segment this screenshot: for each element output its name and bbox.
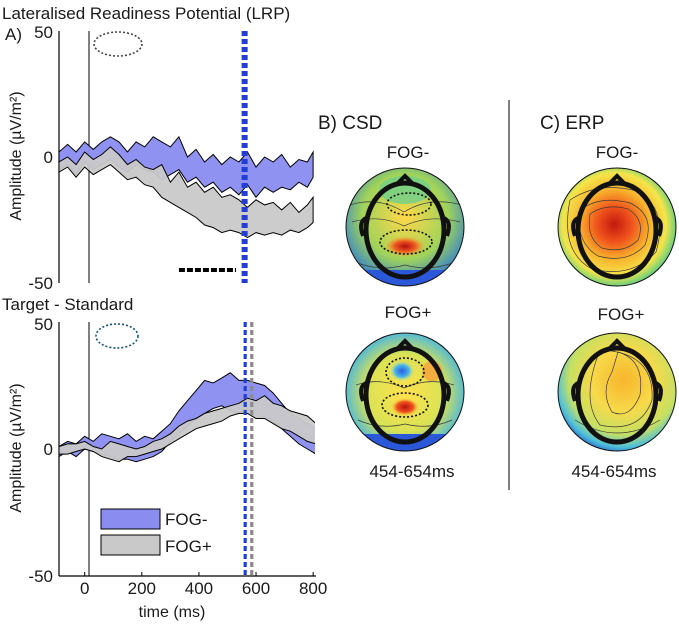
erp-title: C) ERP — [540, 113, 604, 134]
legend-label-fog-minus: FOG- — [165, 510, 208, 529]
ylabel-top: Amplitude (µV/m²) — [8, 91, 25, 220]
band-fogplus-0 — [59, 146, 314, 239]
topomap-erp-fog-minus — [557, 167, 677, 287]
roi-ellipse-top — [93, 31, 143, 57]
panel-a-top: Lateralised Readiness Potential (LRP) A)… — [2, 4, 314, 293]
csd-time-window: 454-654ms — [369, 462, 454, 481]
csd-map-label-1: FOG- — [387, 143, 430, 162]
chart-title-bottom: Target - Standard — [2, 295, 133, 314]
legend-swatch-fog-plus — [100, 534, 161, 556]
panel-a-bottom: Target - Standard 50 0 -50 Amplitude (µV… — [2, 295, 327, 621]
ytick-top-50: 50 — [34, 23, 53, 42]
panel-c-erp: C) ERP FOG- FOG+ — [540, 113, 677, 481]
topomap-erp-fog-plus — [557, 332, 677, 452]
ylabel-bottom: Amplitude (µV/m²) — [8, 383, 25, 512]
panel-b-csd: B) CSD FOG- FOG+ — [318, 113, 465, 481]
csd-map-label-2: FOG+ — [385, 303, 432, 322]
xtick-label-600: 600 — [242, 579, 270, 598]
csd-title: B) CSD — [318, 113, 382, 134]
erp-map-label-1: FOG- — [596, 143, 639, 162]
ytick-bot-50: 50 — [34, 315, 53, 334]
series-group-top — [59, 135, 314, 239]
roi-ellipse-bottom — [95, 323, 139, 349]
xtick-label-200: 200 — [128, 579, 156, 598]
erp-map-label-2: FOG+ — [598, 305, 645, 324]
legend-label-fog-plus: FOG+ — [165, 537, 212, 556]
erp-time-window: 454-654ms — [571, 462, 656, 481]
chart-title-top: Lateralised Readiness Potential (LRP) — [2, 4, 290, 23]
panel-label-a: A) — [5, 25, 22, 44]
xtick-label-0: 0 — [80, 579, 89, 598]
ytick-top--50: -50 — [28, 274, 53, 293]
xlabel-bottom: time (ms) — [139, 604, 206, 621]
ytick-bot--50: -50 — [28, 567, 53, 586]
xtick-label-800: 800 — [299, 579, 327, 598]
topomap-csd-fog-plus — [345, 332, 465, 452]
x-ticks-bottom: 0 200 400 600 800 — [80, 572, 327, 598]
vlines-top — [241, 31, 248, 283]
series-group-bottom — [59, 372, 315, 463]
legend-swatch-fog-minus — [100, 508, 161, 530]
legend: FOG- FOG+ — [100, 508, 212, 556]
vlines-bottom — [243, 322, 254, 576]
ytick-bot-0: 0 — [44, 440, 53, 459]
xtick-label-400: 400 — [185, 579, 213, 598]
topomap-csd-fog-minus — [345, 167, 465, 287]
ytick-top-0: 0 — [44, 148, 53, 167]
